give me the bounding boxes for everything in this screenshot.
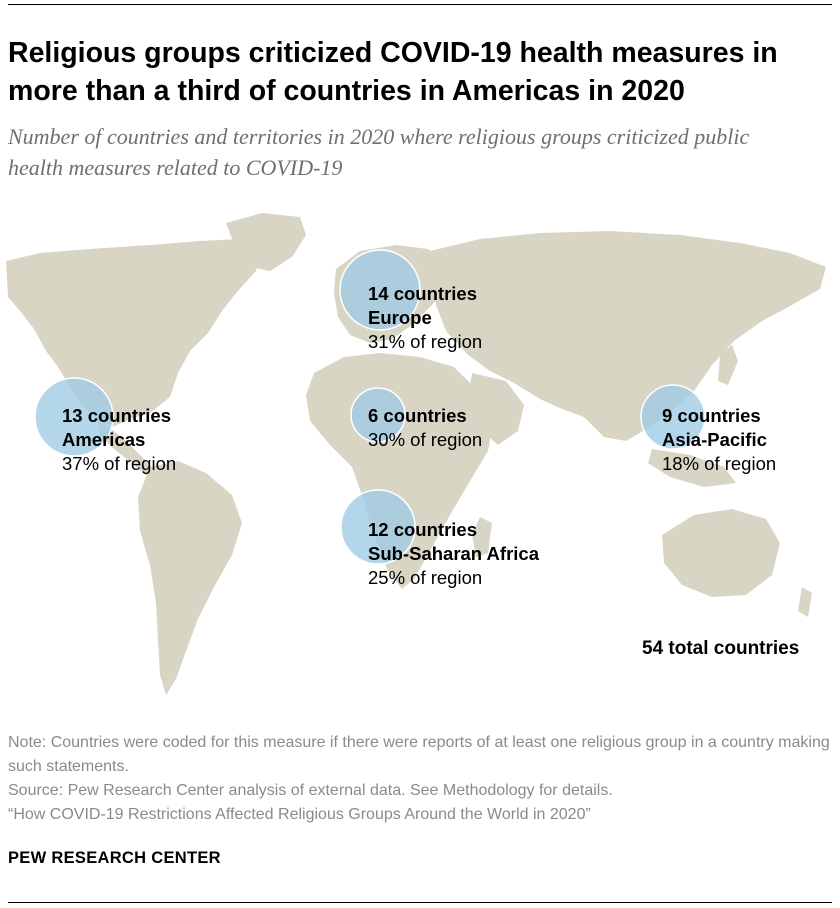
region-label-middle-east-north-africa: 6 countries 30% of region xyxy=(368,404,482,452)
landmass-south-america xyxy=(138,461,242,695)
chart-title: Religious groups criticized COVID-19 hea… xyxy=(8,37,778,107)
top-rule xyxy=(8,4,832,5)
region-share: 18% of region xyxy=(662,453,777,474)
total-countries: 54 total countries xyxy=(642,638,800,659)
country-count: 6 countries xyxy=(368,405,467,426)
bubble-asia-pacific xyxy=(640,384,706,450)
bubble-sub-saharan-africa xyxy=(340,489,416,565)
landmass-greenland xyxy=(226,213,306,271)
notes-block: Note: Countries were coded for this meas… xyxy=(8,731,834,827)
source-text: Source: Pew Research Center analysis of … xyxy=(8,782,613,799)
bubble-americas xyxy=(34,377,114,457)
country-count: 14 countries xyxy=(368,283,477,304)
bottom-rule xyxy=(8,902,832,903)
brand-logo-text: PEW RESEARCH CENTER xyxy=(8,849,221,867)
region-share: 25% of region xyxy=(368,567,483,588)
region-label-sub-saharan-africa: 12 countries Sub-Saharan Africa 25% of r… xyxy=(368,518,539,590)
region-label-asia-pacific: 9 countries Asia-Pacific 18% of region xyxy=(662,404,776,476)
landmass-southeast-asia xyxy=(648,449,736,487)
country-count: 9 countries xyxy=(662,405,761,426)
chart-subtitle: Number of countries and territories in 2… xyxy=(8,124,750,180)
region-name: Europe xyxy=(368,307,432,328)
world-map xyxy=(6,213,826,695)
report-title: “How COVID-19 Restrictions Affected Reli… xyxy=(8,806,591,823)
country-count: 12 countries xyxy=(368,519,477,540)
region-name: Americas xyxy=(62,429,146,450)
region-label-europe: 14 countries Europe 31% of region xyxy=(368,282,482,354)
landmass-new-zealand xyxy=(798,587,812,617)
landmass-australia xyxy=(662,509,780,597)
region-name: Sub-Saharan Africa xyxy=(368,543,539,564)
country-count: 13 countries xyxy=(62,405,171,426)
bubble-europe xyxy=(339,249,421,331)
region-label-americas: 13 countries Americas 37% of region xyxy=(62,404,176,476)
landmass-madagascar xyxy=(472,517,492,557)
landmass-asia xyxy=(430,231,826,441)
landmass-central-america xyxy=(98,421,156,477)
landmass-japan xyxy=(718,345,738,385)
region-share: 37% of region xyxy=(62,453,177,474)
region-name: Asia-Pacific xyxy=(662,429,767,450)
note-text: Note: Countries were coded for this meas… xyxy=(8,734,830,775)
region-share: 31% of region xyxy=(368,331,483,352)
bubble-middle-east-north-africa xyxy=(350,387,406,443)
region-share: 30% of region xyxy=(368,429,483,450)
